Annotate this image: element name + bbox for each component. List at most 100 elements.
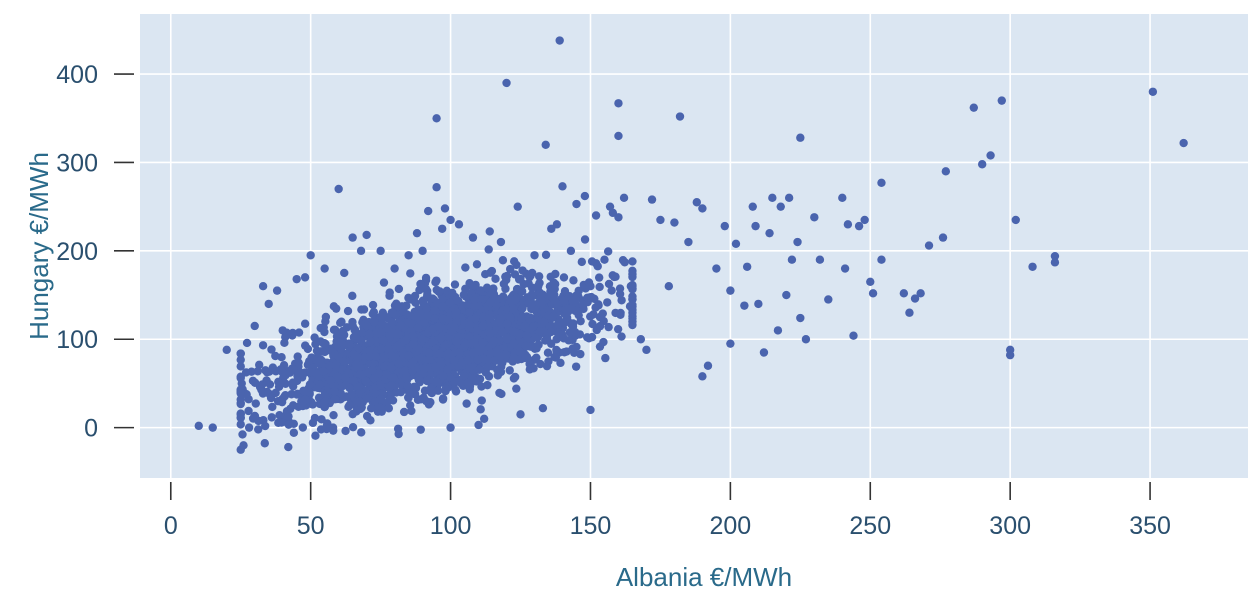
data-point (420, 364, 429, 374)
data-point (571, 294, 580, 304)
data-point (438, 294, 447, 304)
data-point (443, 365, 452, 374)
data-point (388, 308, 397, 318)
data-point (529, 322, 538, 331)
x-axis-ticks: 0 50 100 150 200 250 300 350 (164, 482, 1171, 540)
data-point (422, 304, 431, 313)
data-point (525, 314, 534, 323)
data-point (377, 344, 386, 354)
data-point (518, 266, 527, 275)
data-point (369, 374, 379, 383)
data-point (854, 221, 864, 231)
data-point (272, 286, 282, 295)
data-point (455, 348, 464, 357)
data-point (446, 327, 456, 336)
y-tick-label: 100 (56, 326, 98, 354)
data-point (628, 280, 637, 290)
data-point (495, 388, 504, 398)
data-point (305, 388, 314, 397)
data-point (329, 410, 338, 420)
data-point (341, 380, 351, 390)
data-point (446, 215, 455, 225)
data-point (543, 335, 552, 345)
data-point (370, 317, 379, 327)
data-point (254, 360, 264, 370)
data-point (264, 299, 273, 309)
data-point (614, 213, 623, 222)
data-point (484, 245, 493, 254)
data-point (742, 262, 752, 271)
data-point (726, 339, 735, 348)
data-point (423, 311, 432, 320)
data-point (404, 251, 413, 260)
data-point (326, 376, 336, 385)
data-point (430, 306, 440, 315)
data-point (472, 260, 482, 269)
data-point (300, 273, 310, 282)
data-point (482, 283, 492, 292)
data-point (462, 399, 471, 408)
data-point (248, 414, 258, 423)
x-axis-label: Albania €/MWh (616, 562, 792, 592)
data-point (516, 410, 525, 419)
data-point (600, 255, 609, 264)
data-point (277, 397, 287, 407)
data-point (336, 389, 346, 398)
data-point (345, 400, 354, 410)
data-point (610, 272, 619, 282)
data-point (1028, 262, 1037, 271)
data-point (434, 287, 444, 296)
data-point (242, 338, 252, 348)
data-point (938, 233, 948, 242)
data-point (450, 280, 460, 289)
data-point (438, 302, 447, 311)
data-point (546, 327, 556, 337)
data-point (432, 377, 441, 387)
data-point (236, 399, 245, 409)
data-point (586, 282, 595, 291)
data-point (603, 247, 613, 256)
data-point (522, 331, 531, 340)
data-point (534, 272, 544, 281)
data-point (563, 304, 573, 314)
data-point (437, 224, 447, 233)
data-point (357, 370, 366, 380)
data-point (445, 373, 455, 382)
data-point (465, 363, 474, 373)
data-point (265, 380, 275, 389)
data-point (518, 304, 527, 313)
data-point (748, 202, 757, 211)
data-point (384, 404, 394, 413)
data-point (236, 362, 245, 371)
x-tick-label: 300 (989, 512, 1031, 540)
data-point (408, 357, 418, 366)
data-point (314, 359, 324, 368)
data-point (258, 282, 268, 291)
data-point (452, 337, 461, 346)
data-point (784, 193, 794, 203)
data-point (534, 281, 543, 290)
data-point (348, 233, 357, 242)
data-point (536, 359, 545, 369)
data-point (570, 327, 580, 337)
data-point (376, 246, 385, 256)
data-point (787, 255, 797, 264)
y-tick-label: 0 (84, 415, 98, 443)
data-point (576, 316, 585, 326)
data-point (244, 423, 254, 432)
data-point (322, 424, 331, 434)
data-point (670, 218, 679, 227)
data-point (436, 333, 446, 343)
data-point (427, 337, 437, 347)
data-point (334, 184, 343, 194)
data-point (506, 313, 515, 322)
data-point (338, 326, 348, 336)
x-tick-label: 350 (1129, 512, 1171, 540)
data-point (562, 315, 572, 324)
data-point (484, 314, 494, 323)
data-point (509, 339, 518, 348)
data-point (491, 274, 500, 284)
data-point (768, 193, 777, 203)
data-point (986, 151, 995, 160)
data-point (487, 266, 497, 276)
